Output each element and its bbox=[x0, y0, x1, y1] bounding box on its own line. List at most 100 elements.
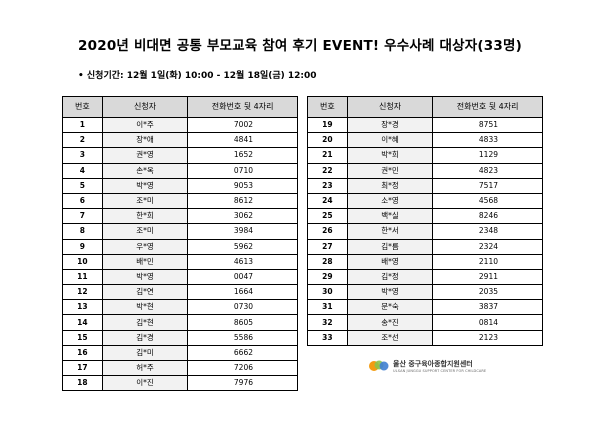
applicant-name: 박*영 bbox=[346, 284, 434, 301]
table-row: 9 우*영 5962 bbox=[62, 238, 298, 255]
phone-last4: 2324 bbox=[432, 238, 543, 255]
row-number: 4 bbox=[62, 162, 103, 179]
table-row: 30 박*영 2035 bbox=[307, 284, 543, 301]
phone-last4: 3984 bbox=[187, 223, 298, 240]
table-row: 33 조*선 2123 bbox=[307, 329, 543, 346]
phone-last4: 7002 bbox=[187, 116, 298, 134]
applicant-name: 문*숙 bbox=[346, 299, 434, 316]
applicant-name: 이*혜 bbox=[346, 132, 434, 149]
row-number: 2 bbox=[62, 132, 103, 149]
phone-last4: 2911 bbox=[432, 268, 543, 286]
phone-last4: 0047 bbox=[187, 268, 298, 286]
row-number: 33 bbox=[307, 329, 348, 346]
phone-last4: 4833 bbox=[432, 132, 543, 149]
table-row: 18 이*진 7976 bbox=[62, 375, 298, 392]
phone-last4: 2110 bbox=[432, 253, 543, 270]
phone-last4: 4841 bbox=[187, 132, 298, 149]
applicant-name: 이*진 bbox=[101, 375, 189, 392]
phone-last4: 8605 bbox=[187, 314, 298, 331]
applicant-name: 조*선 bbox=[346, 329, 434, 346]
table-row: 14 김*현 8605 bbox=[62, 314, 298, 331]
phone-last4: 3837 bbox=[432, 299, 543, 316]
row-number: 17 bbox=[62, 359, 103, 377]
row-number: 10 bbox=[62, 253, 103, 270]
table-row: 7 한*희 3062 bbox=[62, 208, 298, 225]
header-number: 번호 bbox=[62, 96, 103, 118]
application-period: • 신청기간: 12월 1일(화) 10:00 - 12월 18일(금) 12:… bbox=[78, 71, 317, 81]
table-row: 32 송*진 0814 bbox=[307, 314, 543, 331]
applicant-name: 최*정 bbox=[346, 177, 434, 194]
header-applicant: 신청자 bbox=[346, 96, 434, 118]
phone-last4: 8612 bbox=[187, 192, 298, 210]
applicant-name: 소*영 bbox=[346, 192, 434, 210]
row-number: 30 bbox=[307, 284, 348, 301]
applicant-name: 백*실 bbox=[346, 208, 434, 225]
applicant-name: 권*영 bbox=[101, 147, 189, 164]
table-row: 20 이*혜 4833 bbox=[307, 132, 543, 149]
row-number: 3 bbox=[62, 147, 103, 164]
page-title: 2020년 비대면 공통 부모교육 참여 후기 EVENT! 우수사례 대상자(… bbox=[78, 38, 522, 54]
table-row: 5 박*영 9053 bbox=[62, 177, 298, 194]
applicant-name: 박*영 bbox=[101, 268, 189, 286]
applicant-name: 박*영 bbox=[101, 177, 189, 194]
table-row: 24 소*영 4568 bbox=[307, 192, 543, 210]
row-number: 11 bbox=[62, 268, 103, 286]
applicant-name: 배*민 bbox=[101, 253, 189, 270]
table-row: 21 박*희 1129 bbox=[307, 147, 543, 164]
row-number: 18 bbox=[62, 375, 103, 392]
phone-last4: 4613 bbox=[187, 253, 298, 270]
header-number: 번호 bbox=[307, 96, 348, 118]
table-row: 31 문*숙 3837 bbox=[307, 299, 543, 316]
applicant-name: 박*희 bbox=[346, 147, 434, 164]
table-row: 29 김*정 2911 bbox=[307, 268, 543, 286]
row-number: 6 bbox=[62, 192, 103, 210]
row-number: 31 bbox=[307, 299, 348, 316]
phone-last4: 9053 bbox=[187, 177, 298, 194]
phone-last4: 0710 bbox=[187, 162, 298, 179]
row-number: 29 bbox=[307, 268, 348, 286]
winners-table-right: 번호 신청자 전화번호 뒷 4자리 19 장*경 8751 20 이*혜 4833 21 박*… bbox=[307, 96, 543, 346]
applicant-name: 이*주 bbox=[101, 116, 189, 134]
table-row: 28 배*영 2110 bbox=[307, 253, 543, 270]
table-row: 4 손*옥 0710 bbox=[62, 162, 298, 179]
row-number: 21 bbox=[307, 147, 348, 164]
applicant-name: 한*희 bbox=[101, 208, 189, 225]
table-row: 3 권*영 1652 bbox=[62, 147, 298, 164]
header-applicant: 신청자 bbox=[101, 96, 189, 118]
row-number: 7 bbox=[62, 208, 103, 225]
phone-last4: 2035 bbox=[432, 284, 543, 301]
phone-last4: 6662 bbox=[187, 344, 298, 362]
applicant-name: 조*미 bbox=[101, 192, 189, 210]
applicant-name: 허*주 bbox=[101, 359, 189, 377]
applicant-name: 권*민 bbox=[346, 162, 434, 179]
winners-table-left: 번호 신청자 전화번호 뒷 4자리 1 이*주 7002 2 장*애 4841 3 권*영 16… bbox=[62, 96, 298, 392]
row-number: 9 bbox=[62, 238, 103, 255]
phone-last4: 1129 bbox=[432, 147, 543, 164]
phone-last4: 0730 bbox=[187, 299, 298, 316]
applicant-name: 장*애 bbox=[101, 132, 189, 149]
row-number: 1 bbox=[62, 116, 103, 134]
phone-last4: 7517 bbox=[432, 177, 543, 194]
table-row: 10 배*민 4613 bbox=[62, 253, 298, 270]
table-row: 2 장*애 4841 bbox=[62, 132, 298, 149]
applicant-name: 김*경 bbox=[101, 329, 189, 346]
row-number: 16 bbox=[62, 344, 103, 362]
phone-last4: 8246 bbox=[432, 208, 543, 225]
table-row: 1 이*주 7002 bbox=[62, 116, 298, 134]
table-row: 15 김*경 5586 bbox=[62, 329, 298, 346]
row-number: 26 bbox=[307, 223, 348, 240]
phone-last4: 2123 bbox=[432, 329, 543, 346]
applicant-name: 우*영 bbox=[101, 238, 189, 255]
applicant-name: 한*서 bbox=[346, 223, 434, 240]
row-number: 12 bbox=[62, 284, 103, 301]
row-number: 5 bbox=[62, 177, 103, 194]
center-name: 울산 중구육아종합지원센터 bbox=[393, 360, 473, 368]
table-row: 16 김*미 6662 bbox=[62, 344, 298, 362]
header-phone: 전화번호 뒷 4자리 bbox=[432, 96, 543, 118]
table-row: 6 조*미 8612 bbox=[62, 192, 298, 210]
applicant-name: 김*연 bbox=[101, 284, 189, 301]
row-number: 27 bbox=[307, 238, 348, 255]
table-row: 22 권*민 4823 bbox=[307, 162, 543, 179]
phone-last4: 8751 bbox=[432, 116, 543, 134]
applicant-name: 조*미 bbox=[101, 223, 189, 240]
